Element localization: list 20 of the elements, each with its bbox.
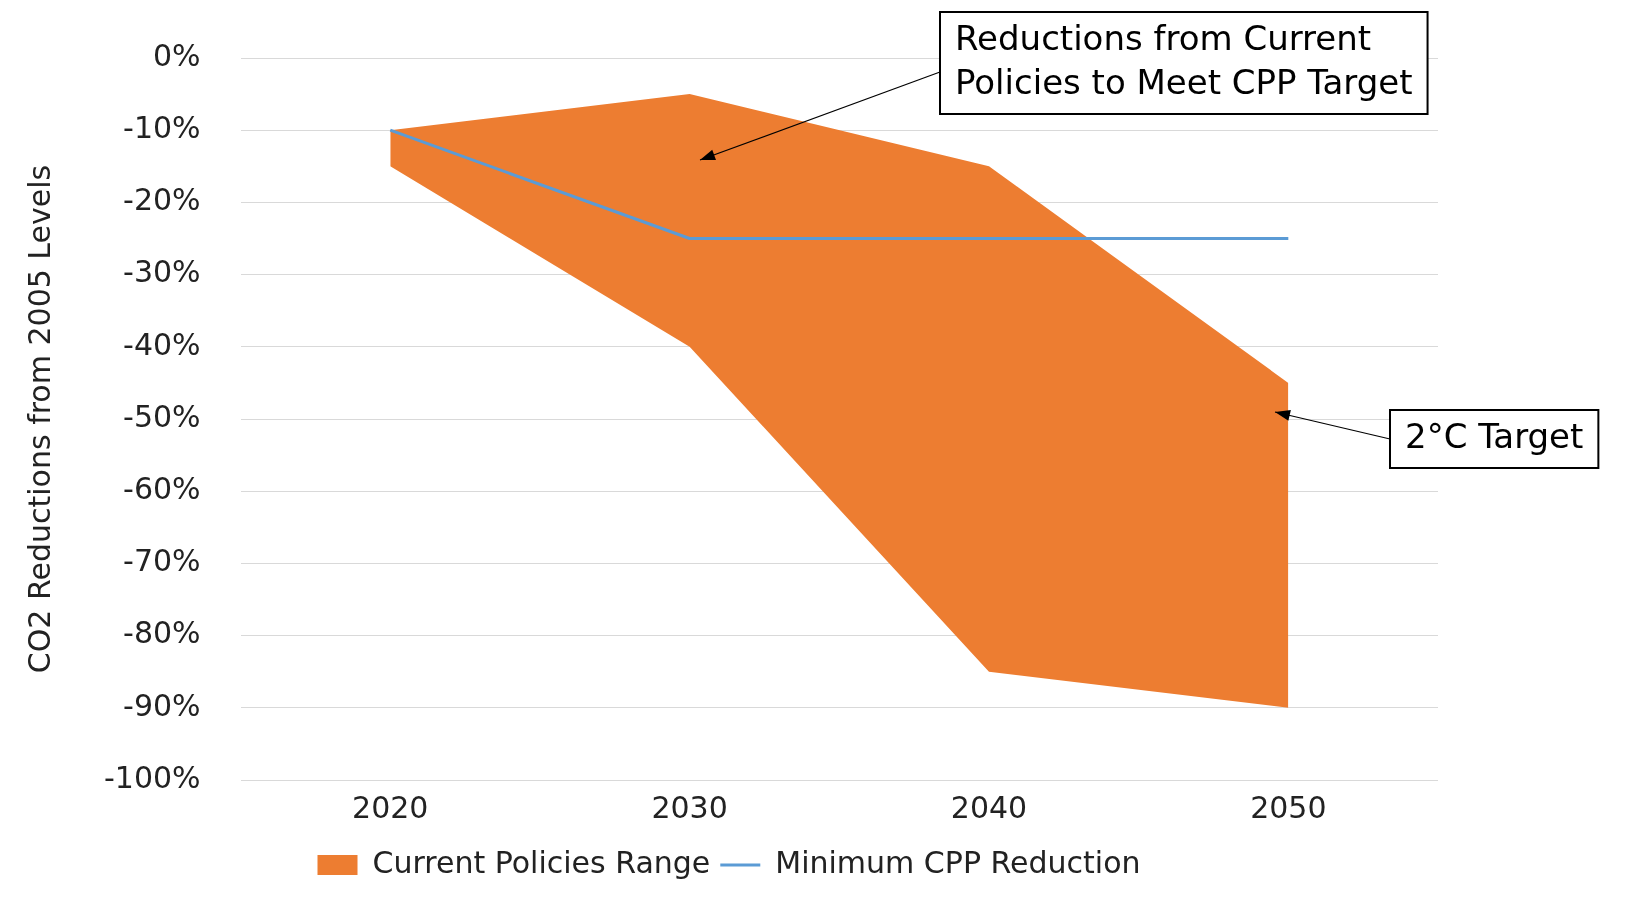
y-tick-label: -40% (123, 326, 201, 362)
y-axis-title: CO2 Reductions from 2005 Levels (21, 164, 57, 674)
legend-label: Minimum CPP Reduction (775, 844, 1141, 880)
y-tick-label: -60% (123, 471, 201, 506)
annotation: Reductions from Current Policies to Meet CPP Target (955, 17, 1413, 102)
x-tick-label: 2050 (1250, 789, 1327, 825)
y-tick-label: -50% (123, 398, 201, 434)
annotation: 2°C Target (1405, 415, 1584, 456)
y-tick-label: -20% (123, 182, 201, 218)
legend-label: Current Policies Range (372, 844, 711, 880)
y-tick-label: -100% (104, 759, 201, 795)
y-tick-label: -80% (123, 615, 201, 651)
x-tick-label: 2040 (950, 789, 1028, 825)
x-tick-label: 2020 (352, 789, 429, 825)
y-tick-label: -70% (123, 543, 201, 579)
y-tick-label: -90% (123, 687, 201, 723)
x-tick-label: 2030 (651, 789, 728, 825)
y-tick-label: -10% (123, 110, 201, 145)
y-tick-label: 0% (153, 37, 201, 73)
y-tick-label: -30% (123, 254, 201, 290)
